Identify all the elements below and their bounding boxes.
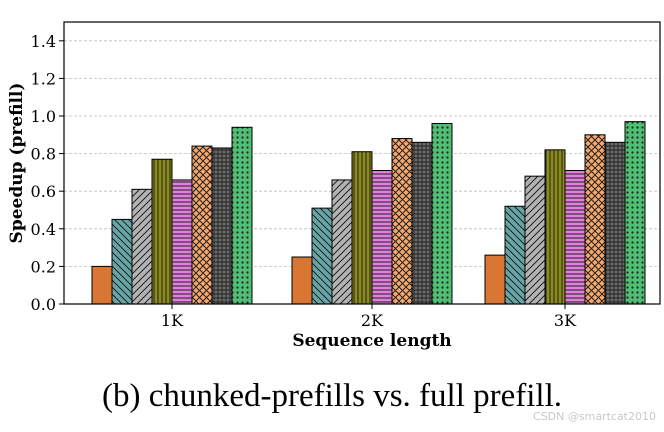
bar-hatch-series-2-3K [505, 206, 525, 304]
y-tick-label: 1.2 [31, 69, 56, 88]
watermark: CSDN @smartcat2010 [533, 410, 656, 423]
x-tick-label: 3K [554, 311, 577, 330]
plot-frame [63, 21, 661, 305]
y-tick-label: 0.4 [31, 220, 56, 239]
bar-hatch-series-3-2K [332, 179, 352, 304]
y-tick-label: 0.8 [31, 145, 56, 164]
bar-hatch-series-8-2K [432, 123, 452, 305]
bar-hatch-series-5-1K [172, 179, 192, 304]
bar-hatch-series-7-3K [605, 142, 625, 304]
speedup-bar-chart: 0.0 0.2 0.4 0.6 0.8 1.0 1.2 1.4 1K 2K 3K Sequence … [7, 21, 661, 351]
bar-hatch-series-7-2K [412, 142, 432, 304]
bar-hatch-series-3-3K [525, 176, 545, 304]
bar-hatch-series-4-3K [545, 149, 565, 304]
y-tick-label: 0.6 [31, 182, 56, 201]
y-tick-label: 1.0 [31, 107, 56, 126]
bars [91, 121, 646, 305]
x-tick-label: 1K [161, 311, 184, 330]
bar-hatch-series-3-1K [132, 189, 152, 304]
bar-hatch-series-5-3K [565, 170, 585, 304]
bar-hatch-series-2-1K [112, 219, 132, 304]
figure-caption: (b) chunked-prefills vs. full prefill. [101, 378, 563, 414]
bar-hatch-series-6-2K [392, 138, 412, 304]
bar-series-1-1K [92, 266, 112, 304]
bar-series-1-3K [485, 255, 505, 304]
y-tick-label: 0.0 [31, 295, 56, 314]
bar-hatch-series-4-1K [152, 159, 172, 304]
x-axis-label: Sequence length [292, 331, 451, 351]
y-axis-label: Speedup (prefill) [7, 83, 27, 244]
bar-hatch-series-4-2K [352, 151, 372, 304]
y-tick-label: 1.4 [31, 32, 56, 51]
y-tick-label: 0.2 [31, 257, 56, 276]
axis-ticks: 0.0 0.2 0.4 0.6 0.8 1.0 1.2 1.4 1K 2K 3K [31, 32, 578, 330]
x-tick-label: 2K [361, 311, 384, 330]
bar-hatch-series-2-2K [312, 208, 332, 304]
bar-hatch-series-5-2K [372, 170, 392, 304]
bar-hatch-series-6-1K [192, 146, 212, 304]
bar-hatch-series-6-3K [585, 134, 605, 304]
bar-hatch-series-8-1K [232, 127, 252, 304]
bar-hatch-series-7-1K [212, 147, 232, 304]
bar-hatch-series-8-3K [625, 121, 645, 304]
bar-series-1-2K [292, 257, 312, 304]
